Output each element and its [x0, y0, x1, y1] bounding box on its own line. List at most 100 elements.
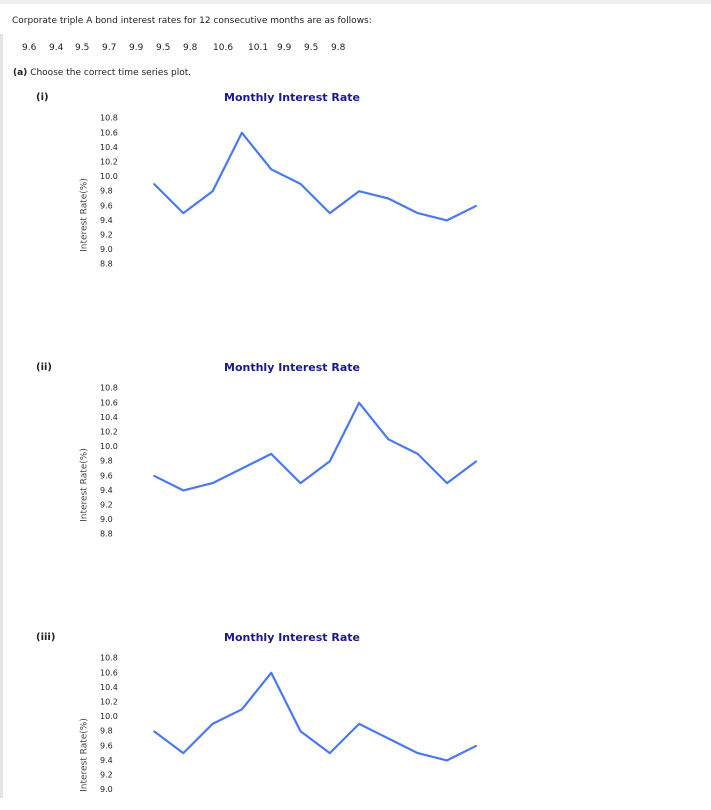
y-tick-label: 10.2 — [100, 698, 118, 707]
y-tick-label: 10.0 — [100, 712, 118, 721]
y-tick-label: 9.4 — [100, 216, 113, 225]
y-tick-label: 10.4 — [100, 683, 118, 692]
y-axis-label: Interest Rate(%) — [80, 448, 90, 522]
question-text: Choose the correct time series plot. — [30, 68, 192, 78]
data-point — [270, 672, 273, 674]
data-point — [182, 489, 185, 492]
chart-plot: 10.810.610.410.210.09.89.69.49.29.08.88.… — [80, 114, 478, 269]
y-tick-label: 9.8 — [100, 457, 113, 466]
data-point — [211, 190, 214, 192]
value-item: 9.9 — [129, 43, 144, 53]
data-point — [475, 745, 478, 747]
data-point — [358, 723, 360, 725]
y-tick-label: 10.2 — [100, 158, 118, 167]
y-tick-label: 9.6 — [100, 201, 113, 210]
value-item: 9.7 — [102, 43, 117, 53]
y-tick-label: 9.8 — [100, 187, 113, 196]
y-tick-label: 10.4 — [100, 143, 118, 152]
y-tick-label: 10.0 — [100, 442, 118, 451]
y-tick-label: 10.8 — [100, 654, 118, 663]
question-part-label: (a) — [13, 68, 28, 78]
data-point — [299, 183, 302, 185]
data-point — [182, 752, 185, 754]
value-item: 9.4 — [49, 43, 64, 53]
y-tick-label: 9.2 — [100, 771, 113, 780]
y-tick-label: 9.0 — [100, 785, 113, 794]
data-point — [299, 730, 302, 732]
y-tick-label: 10.6 — [100, 398, 118, 407]
y-tick-label: 9.8 — [100, 727, 113, 736]
y-tick-label: 9.6 — [100, 471, 113, 480]
data-point — [416, 212, 419, 214]
y-tick-label: 10.2 — [100, 428, 118, 437]
value-item: 9.8 — [331, 43, 346, 53]
data-point — [475, 460, 478, 462]
data-point — [241, 132, 243, 134]
y-tick-label: 9.6 — [100, 741, 113, 750]
data-point — [211, 723, 214, 725]
series-line — [153, 401, 477, 492]
y-tick-label: 10.8 — [100, 384, 118, 393]
y-tick-label: 9.2 — [100, 231, 113, 240]
value-item: 10.6 — [213, 43, 234, 53]
y-tick-label: 10.8 — [100, 114, 118, 123]
chart-title: Monthly Interest Rate — [224, 91, 360, 104]
y-tick-label: 9.0 — [100, 515, 113, 524]
data-point — [153, 730, 155, 732]
chart-title: Monthly Interest Rate — [224, 361, 360, 374]
y-tick-label: 8.8 — [100, 530, 113, 539]
data-point — [416, 752, 419, 754]
data-point — [475, 205, 478, 207]
y-tick-label: 9.4 — [100, 756, 113, 765]
data-point — [153, 183, 155, 185]
value-item: 9.5 — [75, 43, 90, 53]
series-line — [153, 671, 477, 762]
data-point — [182, 212, 185, 214]
data-point — [329, 212, 331, 214]
y-axis-label: Interest Rate(%) — [80, 178, 90, 252]
data-point — [446, 759, 448, 762]
y-tick-label: 8.8 — [100, 260, 113, 269]
data-point — [241, 708, 243, 711]
y-tick-label: 9.2 — [100, 501, 113, 510]
y-axis-label: Interest Rate(%) — [80, 718, 90, 792]
data-point — [241, 467, 243, 470]
chart-title: Monthly Interest Rate — [224, 631, 360, 644]
value-item: 9.5 — [156, 43, 171, 53]
value-item: 9.8 — [183, 43, 198, 53]
option-label: (i) — [36, 92, 49, 103]
option-label: (ii) — [36, 362, 52, 373]
data-point — [153, 475, 155, 477]
data-point — [299, 482, 302, 484]
value-item: 9.9 — [277, 43, 292, 53]
y-tick-label: 10.6 — [100, 668, 118, 677]
chart-option-2[interactable]: 10.810.610.410.210.09.89.69.49.29.08.88.… — [0, 270, 711, 540]
data-point — [416, 453, 419, 455]
data-point — [270, 453, 273, 455]
top-border — [0, 0, 711, 4]
intro-text: Corporate triple A bond interest rates f… — [12, 16, 372, 26]
chart-plot: 10.810.610.410.210.09.89.69.49.29.08.88.… — [80, 384, 478, 539]
left-border — [0, 34, 3, 798]
chart-option-3[interactable]: 10.8 10.6 10.4 10.2 10.0 9.8 9.6 9.4 9.2 9.0 Inter… — [0, 540, 711, 810]
value-item: 9.5 — [304, 43, 319, 53]
value-item: 10.1 — [248, 43, 269, 53]
y-tick-label: 9.4 — [100, 486, 113, 495]
data-point — [211, 482, 214, 484]
data-point — [329, 752, 331, 754]
data-point — [358, 402, 360, 404]
data-point — [387, 438, 390, 441]
data-point — [446, 482, 448, 484]
data-point — [387, 737, 390, 740]
y-tick-label: 10.0 — [100, 172, 118, 181]
data-point — [270, 168, 273, 171]
value-item: 9.6 — [22, 43, 37, 53]
chart-option-1[interactable]: 10.810.610.410.210.09.89.69.49.29.08.88.… — [0, 0, 711, 270]
y-tick-label: 10.4 — [100, 413, 118, 422]
data-point — [387, 197, 390, 200]
chart-plot: 10.8 10.6 10.4 10.2 10.0 9.8 9.6 9.4 9.2 9.0 Inter… — [80, 654, 478, 794]
series-line — [153, 131, 477, 222]
option-label: (iii) — [36, 632, 56, 643]
y-tick-label: 10.6 — [100, 128, 118, 137]
question-a: (a) Choose the correct time series plot. — [13, 68, 191, 78]
